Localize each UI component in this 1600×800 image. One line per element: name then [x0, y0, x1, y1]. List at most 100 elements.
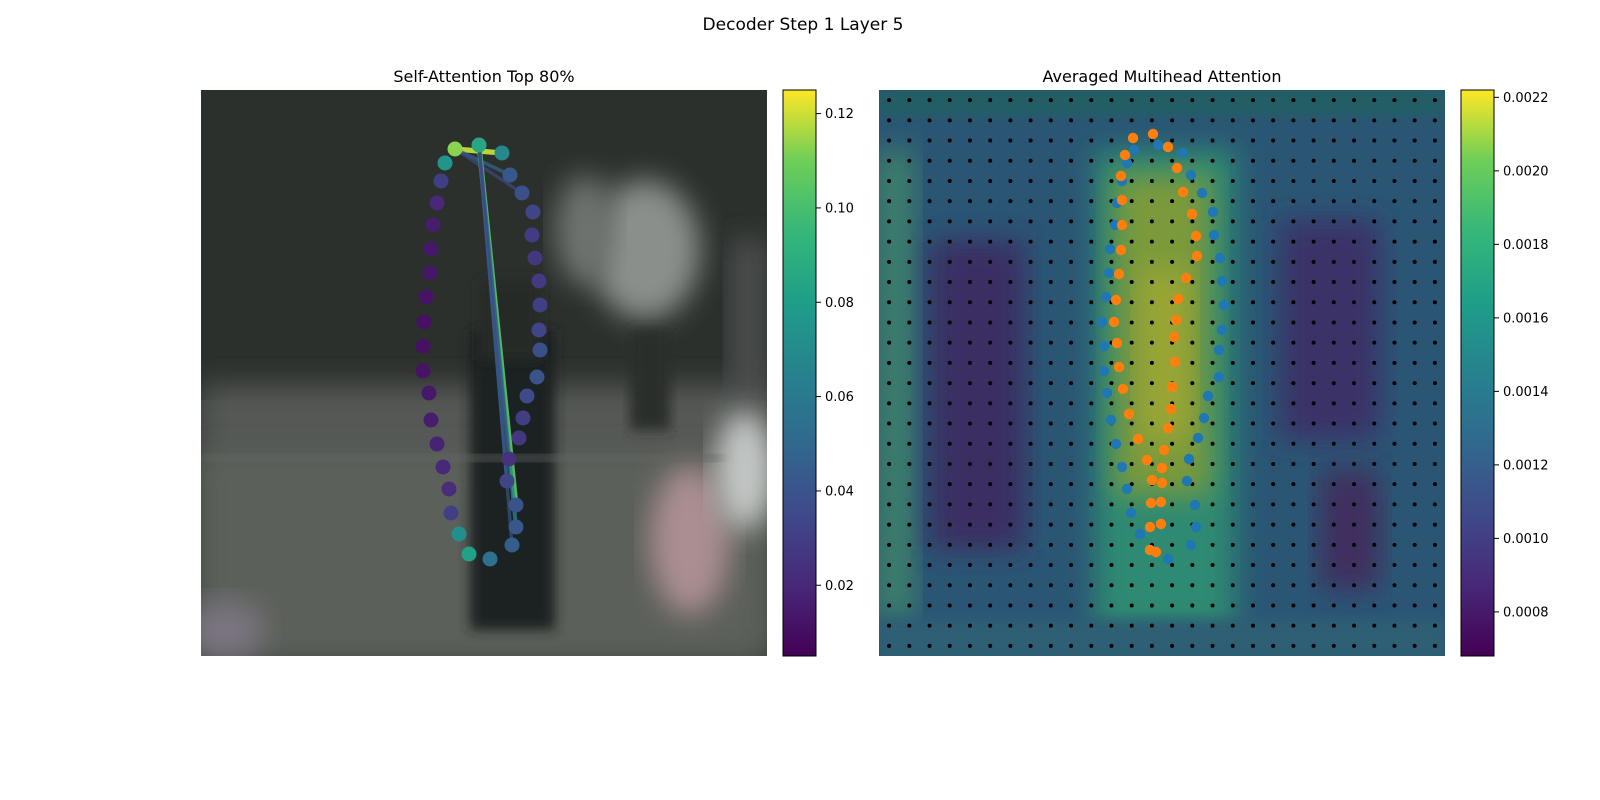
grid-point — [988, 542, 993, 547]
grid-point — [927, 178, 932, 183]
predicted-keypoints-orange — [1108, 128, 1203, 558]
grid-point — [1109, 259, 1114, 264]
grid-point — [1432, 340, 1437, 345]
keypoint — [502, 167, 518, 183]
grid-point — [1048, 118, 1053, 123]
grid-point — [927, 199, 932, 204]
grid-point — [1149, 138, 1154, 143]
keypoint — [508, 497, 524, 513]
grid-point — [1109, 118, 1114, 123]
grid-point — [1230, 643, 1235, 648]
right-colorbar-tick-label: 0.0012 — [1503, 458, 1549, 473]
keypoint — [441, 481, 457, 497]
grid-point — [1230, 401, 1235, 406]
grid-point — [1291, 522, 1296, 527]
series-keypoint — [1113, 268, 1125, 280]
series-keypoint — [1158, 444, 1170, 456]
left-panel-title: Self-Attention Top 80% — [393, 67, 574, 86]
grid-point — [1008, 178, 1013, 183]
series-keypoint — [1145, 497, 1157, 509]
grid-point — [1170, 138, 1175, 143]
grid-point — [1089, 583, 1094, 588]
grid-point — [1170, 583, 1175, 588]
grid-point — [1271, 603, 1276, 608]
grid-point — [1190, 118, 1195, 123]
grid-point — [1250, 98, 1255, 103]
grid-point — [887, 542, 892, 547]
grid-point — [1089, 563, 1094, 568]
grid-point — [1129, 360, 1134, 365]
grid-point — [927, 320, 932, 325]
grid-point — [1170, 199, 1175, 204]
grid-point — [1271, 502, 1276, 507]
keypoint — [501, 451, 517, 467]
grid-point — [1372, 280, 1377, 285]
grid-point — [1008, 219, 1013, 224]
grid-point — [887, 340, 892, 345]
grid-point — [1210, 482, 1215, 487]
grid-point — [1069, 623, 1074, 628]
grid-point — [967, 421, 972, 426]
grid-point — [1109, 623, 1114, 628]
grid-point — [967, 583, 972, 588]
figure-title: Decoder Step 1 Layer 5 — [703, 15, 904, 35]
grid-point — [1069, 300, 1074, 305]
series-keypoint — [1186, 208, 1198, 220]
series-keypoint — [1162, 553, 1174, 565]
grid-point — [1230, 563, 1235, 568]
series-keypoint — [1098, 340, 1110, 352]
grid-point — [1412, 340, 1417, 345]
grid-point — [1170, 603, 1175, 608]
grid-point — [1412, 259, 1417, 264]
grid-point — [1048, 643, 1053, 648]
grid-point — [1048, 280, 1053, 285]
grid-point — [1190, 138, 1195, 143]
grid-point — [1352, 158, 1357, 163]
grid-point — [947, 401, 952, 406]
grid-point — [1089, 482, 1094, 487]
series-keypoint — [1170, 314, 1182, 326]
grid-point — [1352, 441, 1357, 446]
grid-point — [1069, 482, 1074, 487]
grid-point — [1149, 603, 1154, 608]
grid-point — [1109, 583, 1114, 588]
grid-point — [1250, 300, 1255, 305]
grid-point — [1291, 360, 1296, 365]
grid-point — [988, 98, 993, 103]
grid-point — [1271, 118, 1276, 123]
grid-point — [907, 118, 912, 123]
grid-point — [1129, 502, 1134, 507]
grid-point — [1311, 502, 1316, 507]
grid-point — [1432, 219, 1437, 224]
grid-point — [1331, 522, 1336, 527]
grid-point — [1149, 360, 1154, 365]
grid-point — [927, 502, 932, 507]
series-keypoint — [1208, 229, 1220, 241]
grid-point — [1129, 118, 1134, 123]
grid-point — [1028, 482, 1033, 487]
grid-point — [1028, 441, 1033, 446]
grid-point — [1291, 461, 1296, 466]
grid-point — [1190, 158, 1195, 163]
grid-point — [988, 280, 993, 285]
grid-point — [1069, 643, 1074, 648]
grid-point — [1109, 603, 1114, 608]
grid-point — [1109, 563, 1114, 568]
grid-point — [1230, 178, 1235, 183]
grid-point — [1311, 199, 1316, 204]
grid-point — [967, 360, 972, 365]
grid-point — [1331, 603, 1336, 608]
grid-point — [1008, 401, 1013, 406]
grid-point — [1048, 320, 1053, 325]
grid-point — [947, 239, 952, 244]
left-colorbar-tick-label: 0.04 — [825, 484, 854, 499]
grid-point — [1069, 259, 1074, 264]
grid-point — [1230, 199, 1235, 204]
grid-point — [907, 381, 912, 386]
grid-point — [1210, 563, 1215, 568]
keypoint — [471, 137, 487, 153]
left-colorbar-tick-label: 0.06 — [825, 390, 854, 405]
grid-point — [1149, 643, 1154, 648]
grid-point — [1352, 340, 1357, 345]
grid-point — [1089, 360, 1094, 365]
